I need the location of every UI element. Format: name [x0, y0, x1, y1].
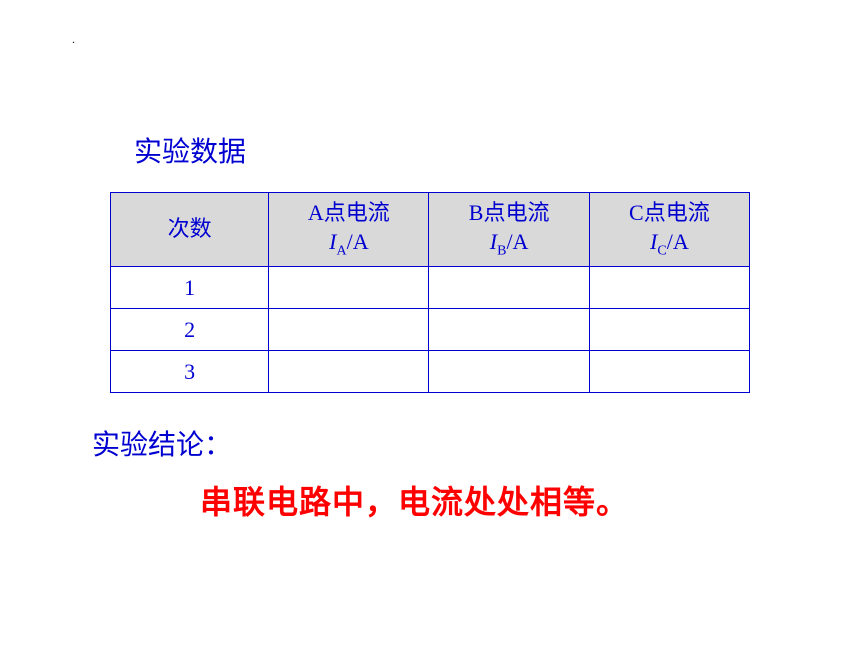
cell-b — [429, 309, 589, 351]
cell-a — [269, 309, 429, 351]
cell-count: 2 — [111, 309, 269, 351]
header-a-label: A点电流 — [269, 199, 428, 228]
table-row: 3 — [111, 351, 750, 393]
header-c: C点电流 IC/A — [589, 193, 749, 267]
header-count-label: 次数 — [111, 215, 268, 244]
cell-b — [429, 267, 589, 309]
header-b: B点电流 IB/A — [429, 193, 589, 267]
header-b-label: B点电流 — [429, 199, 588, 228]
header-c-var: IC/A — [590, 228, 749, 261]
conclusion-text: 串联电路中，电流处处相等。 — [200, 477, 760, 523]
cell-c — [589, 309, 749, 351]
cell-count: 3 — [111, 351, 269, 393]
table-row: 1 — [111, 267, 750, 309]
header-b-var: IB/A — [429, 228, 588, 261]
cell-b — [429, 351, 589, 393]
conclusion-label: 实验结论： — [92, 423, 760, 463]
data-table: 次数 A点电流 IA/A B点电流 IB/A C点电流 IC/A 1 — [110, 192, 750, 393]
table-header-row: 次数 A点电流 IA/A B点电流 IB/A C点电流 IC/A — [111, 193, 750, 267]
data-title: 实验数据 — [134, 130, 760, 170]
header-a-var: IA/A — [269, 228, 428, 261]
main-content: 实验数据 次数 A点电流 IA/A B点电流 IB/A C点电流 IC/A — [100, 130, 760, 523]
corner-dot: . — [72, 32, 75, 47]
cell-a — [269, 351, 429, 393]
cell-c — [589, 267, 749, 309]
header-count: 次数 — [111, 193, 269, 267]
table-row: 2 — [111, 309, 750, 351]
header-c-label: C点电流 — [590, 199, 749, 228]
cell-a — [269, 267, 429, 309]
header-a: A点电流 IA/A — [269, 193, 429, 267]
cell-c — [589, 351, 749, 393]
cell-count: 1 — [111, 267, 269, 309]
